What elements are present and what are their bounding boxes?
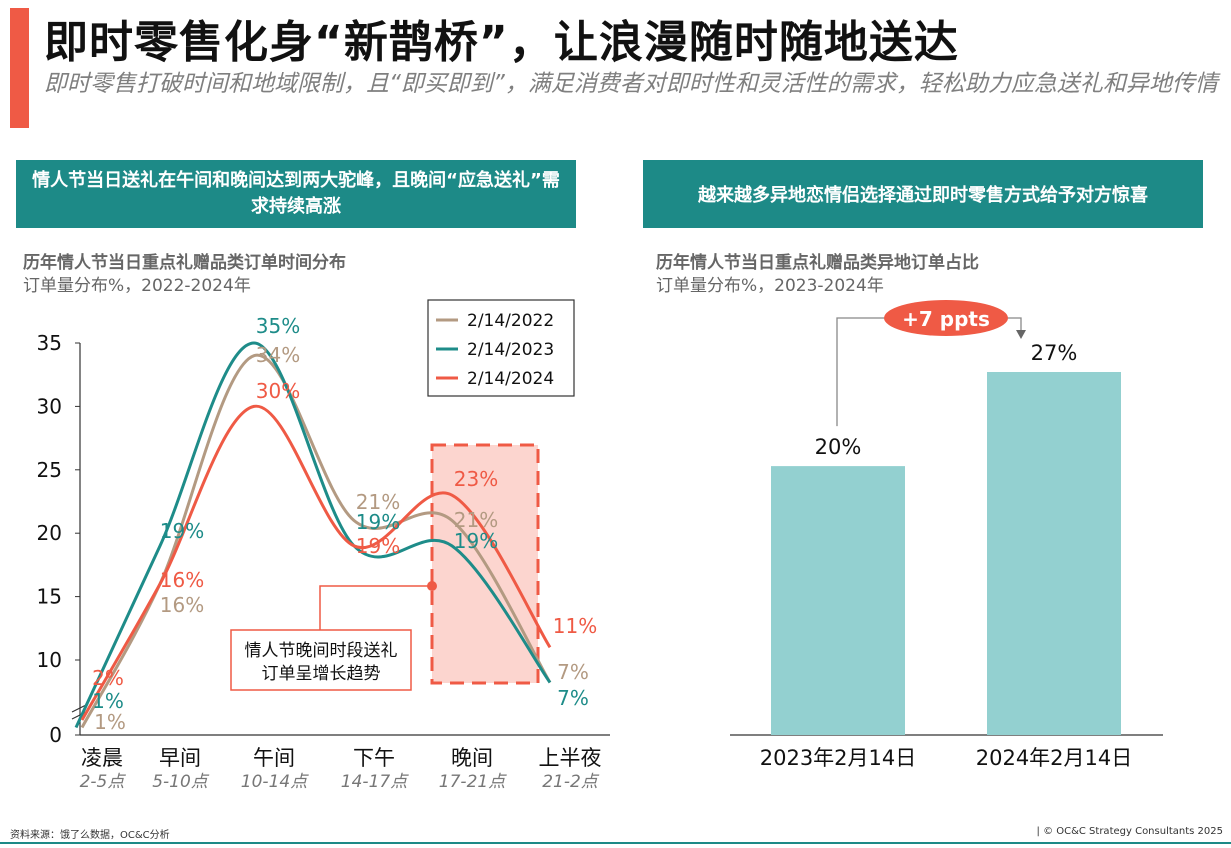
- bar-value-label: 27%: [1031, 341, 1078, 365]
- y-tick-label: 15: [37, 585, 62, 609]
- delta-badge-text: +7 ppts: [902, 307, 990, 331]
- accent-bar: [10, 8, 29, 128]
- data-label: 7%: [557, 660, 589, 684]
- x-category-label: 凌晨: [81, 746, 123, 770]
- callout-text-line1: 情人节晚间时段送礼: [245, 641, 398, 661]
- delta-arrowhead: [1016, 330, 1026, 339]
- data-label: 19%: [454, 529, 498, 553]
- data-label: 19%: [160, 519, 204, 543]
- bar-category-label: 2024年2月14日: [976, 746, 1133, 770]
- callout-text-line2: 订单呈增长趋势: [262, 664, 381, 684]
- right-chart-title: 历年情人节当日重点礼赠品类异地订单占比: [656, 253, 979, 273]
- left-chart-subtitle: 订单量分布%，2022-2024年: [23, 276, 251, 296]
- data-label: 1%: [94, 710, 126, 734]
- left-chart-title: 历年情人节当日重点礼赠品类订单时间分布: [23, 253, 346, 273]
- data-label: 11%: [553, 614, 597, 638]
- data-label: 35%: [256, 314, 300, 338]
- page-subtitle: 即时零售打破时间和地域限制，且“即买即到”，满足消费者对即时性和灵活性的需求，轻…: [44, 71, 1218, 97]
- left-banner: 情人节当日送礼在午间和晚间达到两大驼峰，且晚间“应急送礼”需求持续高涨: [16, 160, 576, 228]
- footer-source: 资料来源：饿了么数据，OC&C分析: [10, 830, 170, 841]
- x-category-label: 晚间: [451, 746, 493, 770]
- data-label: 2%: [92, 666, 124, 690]
- y-tick-label: 0: [49, 723, 62, 747]
- footer-copyright: | © OC&C Strategy Consultants 2025: [1036, 826, 1223, 837]
- x-category-sublabel: 2-5点: [80, 772, 127, 792]
- data-label: 19%: [356, 534, 400, 558]
- bar-category-label: 2023年2月14日: [760, 746, 917, 770]
- right-banner: 越来越多异地恋情侣选择通过即时零售方式给予对方惊喜: [643, 160, 1203, 228]
- bar-1: [987, 372, 1121, 735]
- right-chart-subtitle: 订单量分布%，2023-2024年: [656, 276, 884, 296]
- data-label: 30%: [256, 379, 300, 403]
- x-category-sublabel: 5-10点: [152, 772, 210, 792]
- legend-label: 2/14/2022: [467, 311, 554, 331]
- y-tick-label: 25: [37, 458, 62, 482]
- y-tick-label: 30: [37, 394, 62, 418]
- x-category-sublabel: 21-2点: [542, 772, 600, 792]
- x-category-label: 下午: [353, 746, 395, 770]
- y-tick-label: 35: [37, 331, 62, 355]
- footer-divider: [0, 842, 1231, 844]
- data-label: 23%: [454, 467, 498, 491]
- y-tick-label: 10: [37, 648, 62, 672]
- data-label: 21%: [454, 508, 498, 532]
- callout-connector: [319, 585, 432, 630]
- x-category-label: 早间: [159, 746, 201, 770]
- data-label: 16%: [160, 568, 204, 592]
- page-title: 即时零售化身“新鹊桥”，让浪漫随时随地送达: [44, 17, 959, 68]
- data-label: 7%: [557, 686, 589, 710]
- x-category-sublabel: 17-21点: [439, 772, 507, 792]
- legend-label: 2/14/2023: [467, 340, 554, 360]
- data-label: 19%: [356, 510, 400, 534]
- callout-box: [230, 629, 412, 691]
- legend-label: 2/14/2024: [467, 369, 554, 389]
- data-label: 21%: [356, 490, 400, 514]
- data-label: 1%: [92, 689, 124, 713]
- delta-badge: [884, 300, 1008, 336]
- bar-value-label: 20%: [815, 435, 862, 459]
- x-category-sublabel: 10-14点: [241, 772, 309, 792]
- bar-0: [771, 466, 905, 735]
- x-category-sublabel: 14-17点: [341, 772, 409, 792]
- data-label: 34%: [256, 343, 300, 367]
- line-series-2-14-2024: [80, 404, 552, 721]
- x-category-label: 午间: [253, 746, 295, 770]
- x-category-label: 上半夜: [539, 746, 602, 770]
- line-series-2-14-2023: [74, 341, 552, 729]
- data-label: 16%: [160, 593, 204, 617]
- y-tick-label: 20: [37, 521, 62, 545]
